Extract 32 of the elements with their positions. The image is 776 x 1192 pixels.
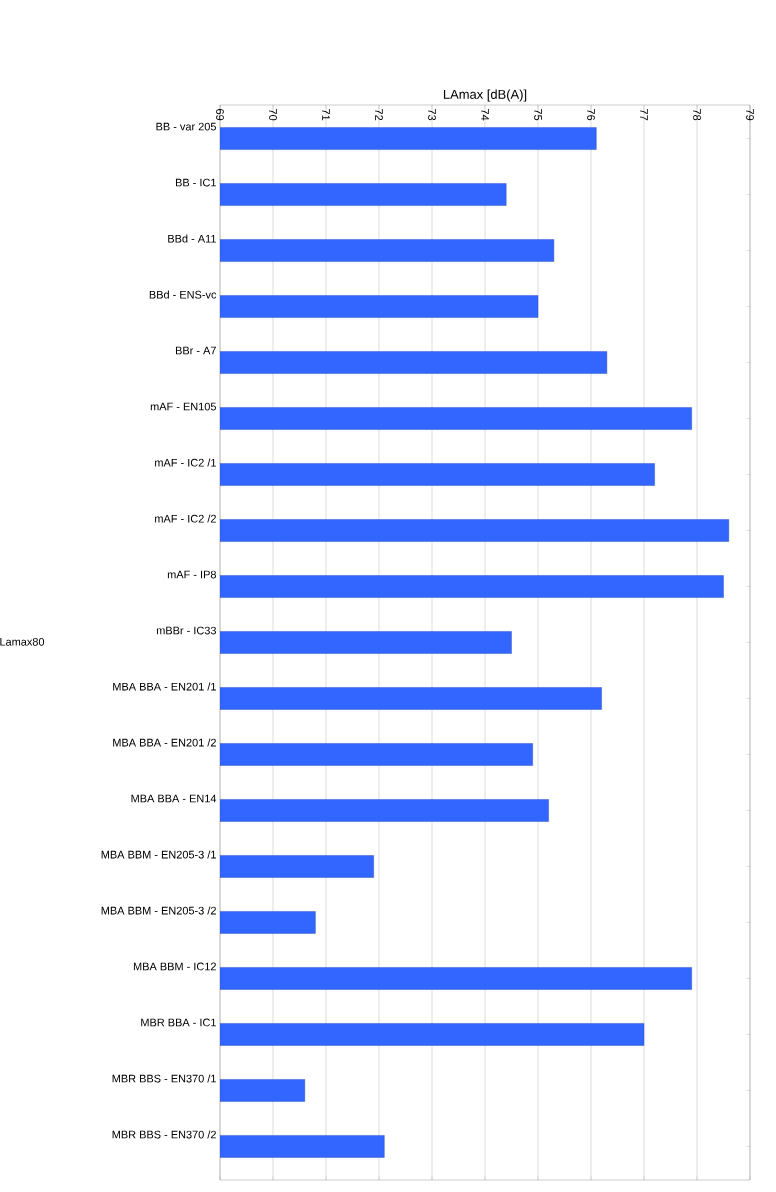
- y-tick-label: mBBr - IC33: [156, 626, 216, 635]
- y-tick-label: BB - IC1: [175, 178, 216, 187]
- y-tick-label: MBR BBA - IC1: [141, 1018, 216, 1027]
- y-tick-label: mAF - IP8: [167, 570, 216, 579]
- y-tick-label: MBA BBM - IC12: [133, 962, 216, 971]
- x-tick-label: 75: [534, 109, 542, 121]
- x-tick-label: 69: [216, 109, 224, 121]
- y-tick-label: BBd - A11: [168, 234, 216, 243]
- text: Lamax80: [0, 637, 45, 646]
- y-tick-label: BBd - ENS-vc: [149, 290, 217, 299]
- x-tick-label: 73: [428, 109, 436, 121]
- y-tick-label: mAF - IC2 /2: [155, 514, 216, 523]
- y-tick-label: MBA BBM - EN205-3 /2: [101, 906, 216, 915]
- x-tick-label: 74: [481, 109, 489, 121]
- x-tick-label: 77: [640, 109, 648, 121]
- y-tick-label: mAF - IC2 /1: [155, 458, 216, 467]
- x-tick-label: 70: [269, 109, 277, 121]
- y-tick-label: MBA BBA - EN14: [131, 794, 217, 803]
- y-tick-label: MBA BBA - EN201 /2: [113, 738, 216, 747]
- y-tick-label: MBR BBS - EN370 /1: [112, 1074, 216, 1083]
- x-tick-label: 78: [693, 109, 701, 121]
- x-tick-label: 72: [375, 109, 383, 121]
- y-tick-label: MBA BBM - EN205-3 /1: [101, 850, 216, 859]
- y-tick-label: mAF - EN105: [150, 402, 216, 411]
- y-tick-label: BBr - A7: [175, 346, 216, 355]
- x-tick-label: 76: [587, 109, 595, 121]
- y-tick-label: MBA BBA - EN201 /1: [113, 682, 216, 691]
- y-tick-label: BB - var 205: [156, 122, 216, 131]
- y-tick-label: MBR BBS - EN370 /2: [112, 1130, 216, 1139]
- x-axis-title: LAmax [dB(A)]: [443, 89, 527, 102]
- x-tick-label: 71: [322, 109, 330, 121]
- x-tick-label: 79: [746, 109, 754, 121]
